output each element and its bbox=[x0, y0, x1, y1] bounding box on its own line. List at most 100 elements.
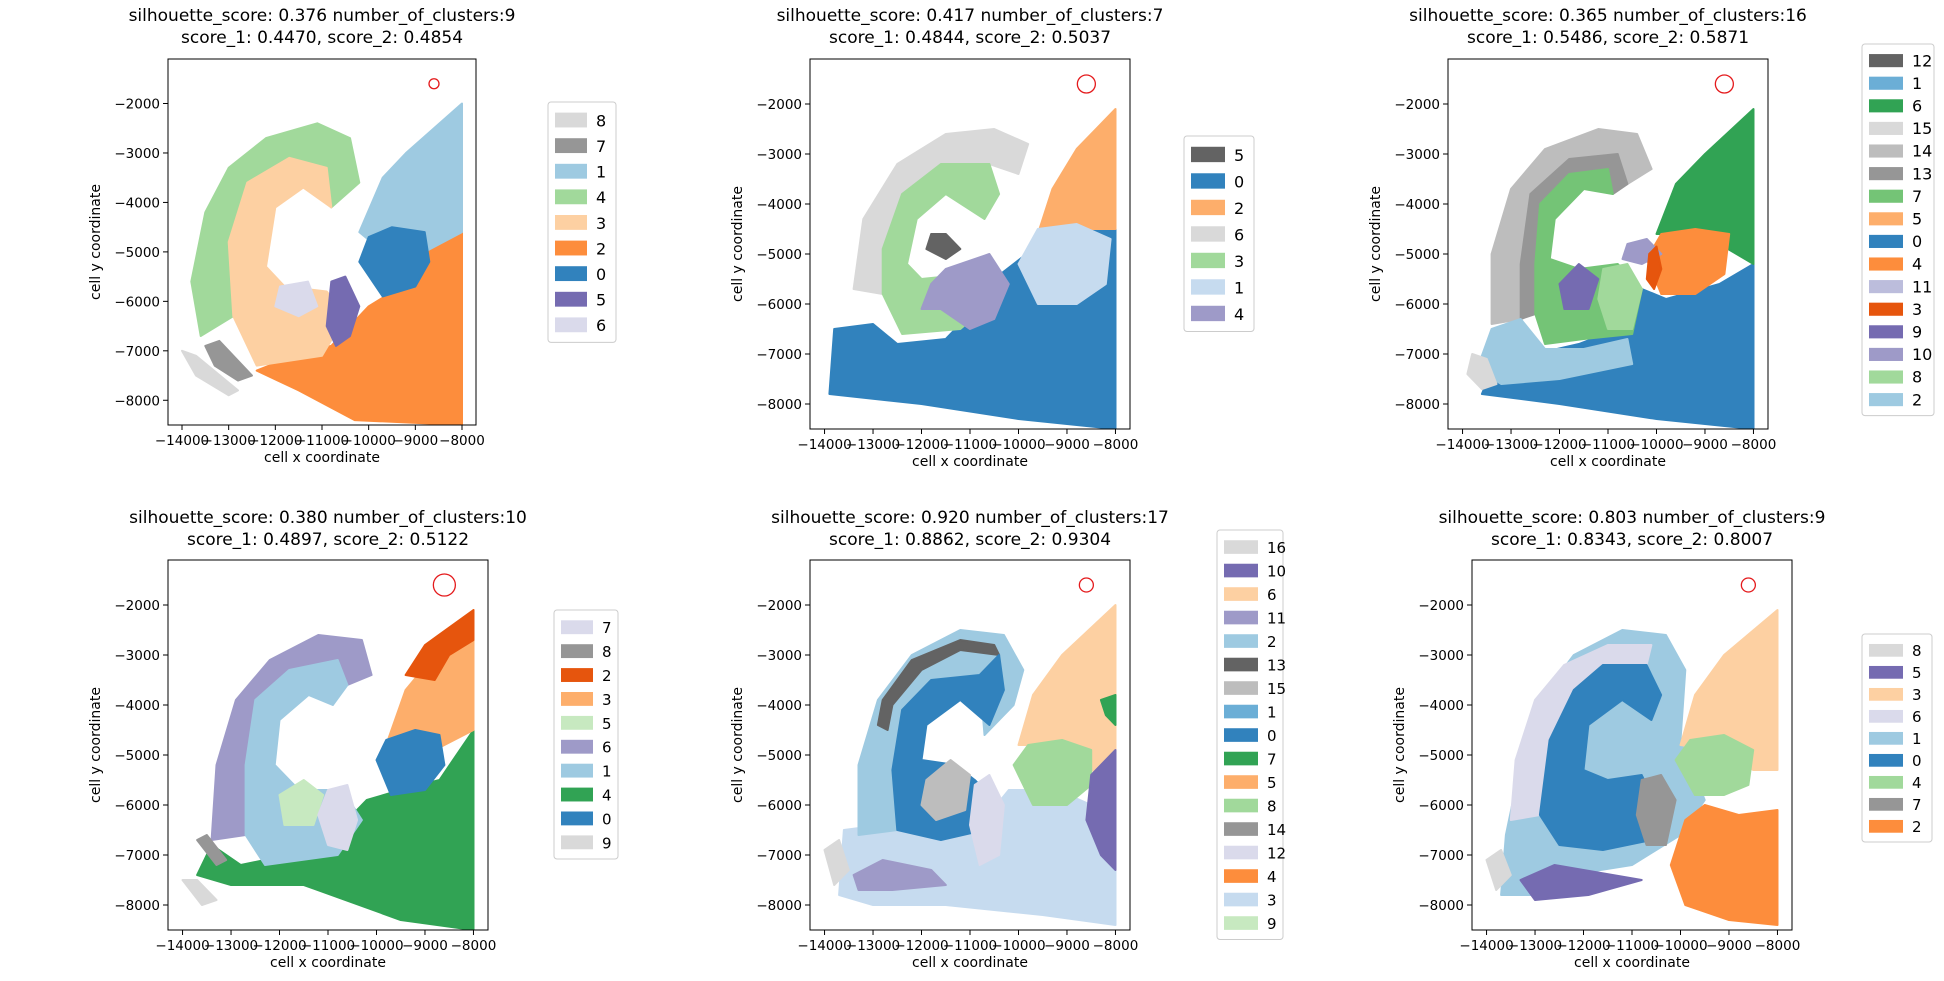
legend: 7 8 2 3 5 6 1 4 0 9 bbox=[553, 609, 619, 860]
legend-label: 1 bbox=[1912, 74, 1922, 93]
x-tick-label: −12000 bbox=[894, 437, 948, 453]
legend-label: 7 bbox=[1912, 187, 1922, 206]
legend-label: 2 bbox=[596, 239, 606, 258]
highlight-marker bbox=[428, 78, 440, 90]
subplot-5: silhouette_score: 0.920 number_of_cluste… bbox=[730, 508, 1286, 971]
y-tick-label: −7000 bbox=[1394, 347, 1440, 363]
legend-swatch bbox=[1224, 916, 1258, 930]
y-tick-label: −4000 bbox=[1418, 698, 1464, 714]
legend-swatch bbox=[1869, 325, 1903, 339]
highlight-marker bbox=[432, 573, 457, 597]
x-tick-label: −14000 bbox=[797, 437, 851, 453]
y-tick-label: −6000 bbox=[114, 798, 160, 814]
legend-label: 5 bbox=[1234, 146, 1244, 165]
legend-label: 6 bbox=[1912, 96, 1922, 115]
cluster-region-2 bbox=[404, 609, 475, 681]
legend-swatch bbox=[1869, 212, 1903, 226]
y-tick-label: −7000 bbox=[114, 344, 160, 360]
legend-label: 9 bbox=[1267, 915, 1277, 933]
chart-subtitle: score_1: 0.8343, score_2: 0.8007 bbox=[1491, 530, 1773, 550]
legend-label: 7 bbox=[1267, 750, 1277, 768]
legend-swatch bbox=[1869, 753, 1903, 767]
legend-swatch bbox=[555, 138, 587, 154]
chart-subtitle: score_1: 0.4897, score_2: 0.5122 bbox=[187, 530, 469, 550]
x-tick-label: −12000 bbox=[894, 938, 948, 954]
legend-swatch bbox=[1224, 634, 1258, 648]
legend-label: 6 bbox=[1912, 708, 1922, 726]
y-tick-label: −8000 bbox=[114, 898, 160, 914]
legend-swatch bbox=[555, 189, 587, 205]
x-tick-label: −9000 bbox=[392, 433, 438, 449]
chart-title: silhouette_score: 0.380 number_of_cluste… bbox=[129, 508, 527, 528]
legend-label: 0 bbox=[1234, 173, 1244, 192]
cluster-region-16 bbox=[823, 839, 850, 886]
legend-label: 5 bbox=[1267, 774, 1277, 792]
legend-swatch bbox=[555, 291, 587, 307]
legend-label: 9 bbox=[602, 834, 612, 852]
legend-label: 0 bbox=[602, 810, 612, 828]
legend-label: 5 bbox=[1912, 664, 1922, 682]
legend-swatch bbox=[561, 715, 593, 730]
scatter-area bbox=[181, 102, 463, 425]
y-tick-label: −6000 bbox=[1418, 798, 1464, 814]
legend-label: 13 bbox=[1912, 164, 1932, 183]
legend-label: 4 bbox=[1234, 305, 1244, 324]
legend-swatch bbox=[1869, 280, 1903, 294]
y-tick-label: −2000 bbox=[1418, 598, 1464, 614]
legend-label: 0 bbox=[1912, 752, 1922, 770]
x-tick-label: −8000 bbox=[1731, 437, 1777, 453]
y-tick-label: −3000 bbox=[1418, 648, 1464, 664]
cluster-region-10 bbox=[1085, 749, 1117, 871]
legend: 8 7 1 4 3 2 0 5 6 bbox=[547, 101, 617, 343]
cluster-region-5 bbox=[925, 233, 962, 260]
y-tick-label: −6000 bbox=[1394, 297, 1440, 313]
legend-label: 8 bbox=[1912, 642, 1922, 660]
y-tick-label: −6000 bbox=[114, 294, 160, 310]
x-tick-label: −10000 bbox=[991, 437, 1045, 453]
x-tick-label: −10000 bbox=[342, 433, 396, 449]
x-tick-label: −13000 bbox=[1484, 437, 1538, 453]
subplot-2: silhouette_score: 0.417 number_of_cluste… bbox=[730, 6, 1255, 470]
y-tick-label: −4000 bbox=[114, 698, 160, 714]
chart-subtitle: score_1: 0.5486, score_2: 0.5871 bbox=[1467, 28, 1749, 48]
x-tick-label: −11000 bbox=[1581, 437, 1635, 453]
scatter-area bbox=[823, 604, 1117, 926]
cluster-region-6 bbox=[274, 280, 319, 318]
legend-label: 8 bbox=[1267, 797, 1277, 815]
legend-swatch bbox=[1224, 540, 1258, 554]
legend-label: 6 bbox=[1267, 586, 1277, 604]
legend-swatch bbox=[1869, 144, 1903, 158]
legend-swatch bbox=[1224, 751, 1258, 766]
legend-label: 9 bbox=[1912, 322, 1922, 341]
legend-swatch bbox=[1224, 869, 1258, 883]
cluster-region-3 bbox=[1645, 245, 1663, 290]
y-tick-label: −4000 bbox=[756, 197, 802, 213]
y-tick-label: −5000 bbox=[756, 748, 802, 764]
subplot-3: silhouette_score: 0.365 number_of_cluste… bbox=[1368, 6, 1935, 470]
legend-swatch bbox=[1224, 728, 1258, 742]
legend-swatch bbox=[1869, 687, 1903, 701]
highlight-marker bbox=[1076, 74, 1097, 94]
cluster-region-4 bbox=[920, 253, 1010, 330]
legend-label: 2 bbox=[1234, 199, 1244, 218]
legend-label: 1 bbox=[602, 763, 612, 781]
cluster-region-7 bbox=[1099, 694, 1117, 726]
legend-label: 16 bbox=[1267, 539, 1286, 557]
y-tick-label: −2000 bbox=[114, 598, 160, 614]
y-tick-label: −4000 bbox=[114, 195, 160, 211]
y-tick-label: −2000 bbox=[114, 97, 160, 113]
y-tick-label: −2000 bbox=[1394, 97, 1440, 113]
legend-label: 1 bbox=[1912, 730, 1922, 748]
y-tick-label: −6000 bbox=[756, 297, 802, 313]
legend-swatch bbox=[1224, 610, 1258, 625]
x-tick-label: −8000 bbox=[451, 938, 497, 954]
subplot-6: silhouette_score: 0.803 number_of_cluste… bbox=[1392, 508, 1933, 971]
y-tick-label: −5000 bbox=[114, 245, 160, 261]
cluster-region-3 bbox=[227, 156, 347, 367]
subplot-1: silhouette_score: 0.376 number_of_cluste… bbox=[88, 6, 617, 466]
legend-swatch bbox=[561, 763, 593, 778]
x-tick-label: −10000 bbox=[1653, 938, 1707, 954]
legend-label: 4 bbox=[1912, 774, 1922, 792]
x-tick-label: −14000 bbox=[797, 938, 851, 954]
